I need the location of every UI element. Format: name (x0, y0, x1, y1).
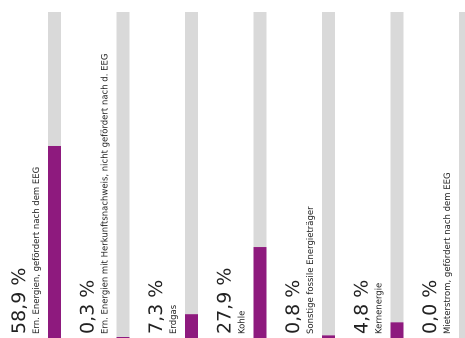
bar-category-label: Kohle (238, 311, 248, 334)
bar-category-label: Erdgas (169, 304, 179, 334)
bar-category-label: Ern. Energien, gefördert nach dem EEG (32, 167, 42, 334)
bar-track (116, 12, 130, 338)
bar (48, 145, 61, 338)
bar (185, 314, 198, 338)
bar-group-4: 27,9 % Kohle (214, 12, 267, 338)
bar-category-label: Ern. Energien mit Herkunftsnachweis, nic… (101, 54, 111, 334)
bar-value-label: 0,8 % (282, 280, 304, 334)
bar-group-5: 0,8 % Sonstige fossile Energieträger (282, 12, 335, 338)
bar (253, 247, 267, 338)
bar-value-label: 4,8 % (351, 280, 373, 334)
bar-track (390, 12, 404, 338)
bar-category-label: Kernenergie (375, 283, 385, 334)
bar-group-2: 0,3 % Ern. Energien mit Herkunftsnachweis… (77, 12, 130, 338)
bar-track (322, 12, 335, 338)
bar-value-label: 58,9 % (8, 268, 30, 334)
bar-group-7: 0,0 % Mieterstrom, gefördert nach dem EEG (419, 12, 465, 338)
bar-category-label: Mieterstrom, gefördert nach dem EEG (443, 172, 453, 334)
bar-track (185, 12, 198, 338)
bar (322, 335, 335, 338)
bar-category-label: Sonstige fossile Energieträger (306, 206, 316, 334)
bar-track (459, 12, 465, 338)
bar-value-label: 27,9 % (214, 268, 236, 334)
bar-group-1: 58,9 % Ern. Energien, gefördert nach dem … (8, 12, 61, 338)
bar-value-label: 0,3 % (77, 280, 99, 334)
bar (390, 322, 404, 338)
bar-group-6: 4,8 % Kernenergie (351, 12, 404, 338)
bar-value-label: 7,3 % (145, 280, 167, 334)
bar-group-3: 7,3 % Erdgas (145, 12, 198, 338)
bar-value-label: 0,0 % (419, 280, 441, 334)
